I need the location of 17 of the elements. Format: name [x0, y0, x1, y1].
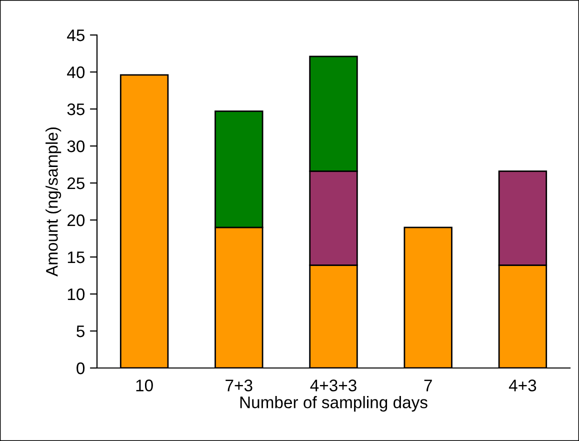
y-tick-label: 35 [67, 103, 84, 116]
y-tick-label: 25 [67, 177, 84, 190]
x-axis-title: Number of sampling days [240, 396, 428, 412]
y-tick-label: 0 [76, 362, 85, 374]
x-tick-label: 4+3 [508, 380, 536, 392]
x-tick-label: 4+3+3 [310, 380, 356, 392]
y-tick-label: 10 [68, 288, 85, 300]
x-tick-label: 10 [136, 380, 153, 392]
y-tick-label: 15 [68, 252, 84, 264]
y-tick-label: 20 [67, 214, 85, 226]
x-tick-label: 7 [424, 380, 432, 392]
y-axis-title: Amount (ng/sample) [46, 127, 62, 276]
y-tick-label: 30 [67, 140, 85, 152]
y-tick-label: 45 [67, 30, 84, 42]
x-tick-label: 7+3 [226, 380, 252, 392]
y-tick-label: 5 [76, 326, 84, 338]
y-tick-label: 40 [67, 66, 85, 78]
